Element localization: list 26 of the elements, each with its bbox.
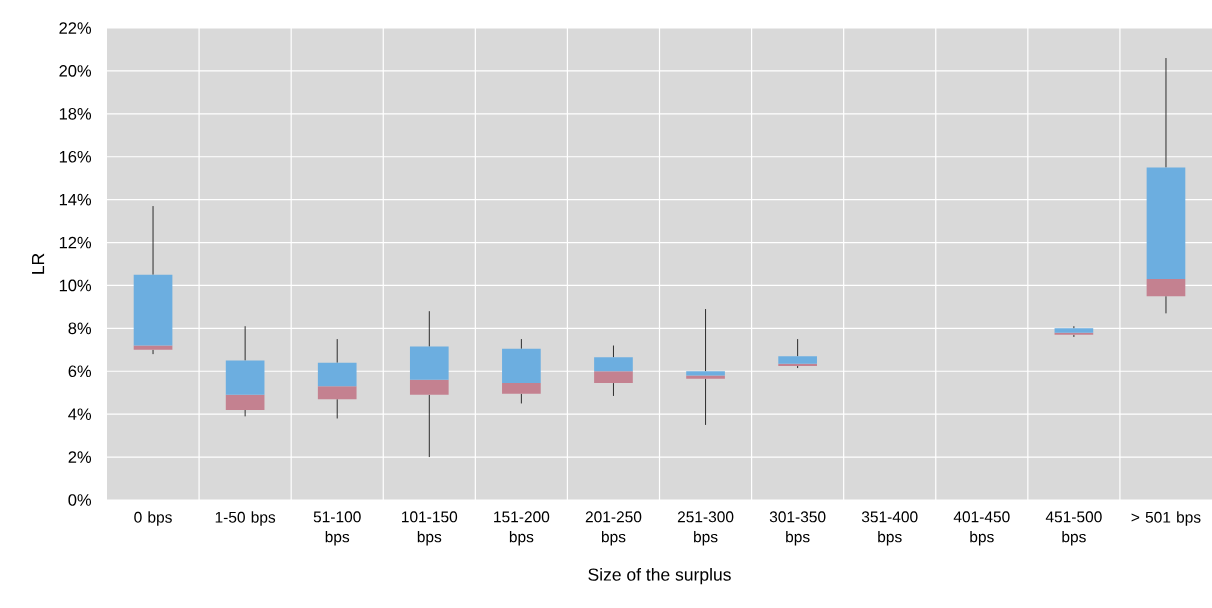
x-tick-label: 101-150 bps [402,511,458,546]
y-tick-label: 14% [59,193,92,206]
x-tick-label: 1-50 bps [215,511,276,526]
x-tick-label: 151-200 bps [494,511,550,546]
y-tick-label: 16% [59,150,92,163]
y-tick-label: 4% [68,408,92,420]
y-tick-label: 2% [68,451,92,463]
x-tick-label: 351-400 bps [861,511,918,546]
x-tick-label: 401-450 bps [953,511,1010,546]
x-tick-label: 201-250 bps [585,511,642,546]
y-tick-label: 22% [59,22,92,34]
y-axis-title: LR [32,253,45,274]
y-tick-label: 8% [68,322,92,335]
y-tick-label: 18% [59,107,92,120]
y-tick-label: 12% [59,236,92,249]
x-tick-label: 301-350 bps [769,511,826,546]
y-tick-label: 20% [59,65,92,77]
x-tick-label: > 501 bps [1131,511,1201,526]
x-tick-label: 51-100 bps [313,511,361,546]
y-tick-label: 10% [59,279,92,292]
x-axis-title: Size of the surplus [588,567,731,585]
x-tick-label: 251-300 bps [677,511,734,546]
y-tick-label: 0% [68,494,92,506]
x-tick-label: 451-500 bps [1045,511,1102,546]
x-tick-label: 0 bps [134,511,172,526]
y-tick-label: 6% [68,365,92,378]
